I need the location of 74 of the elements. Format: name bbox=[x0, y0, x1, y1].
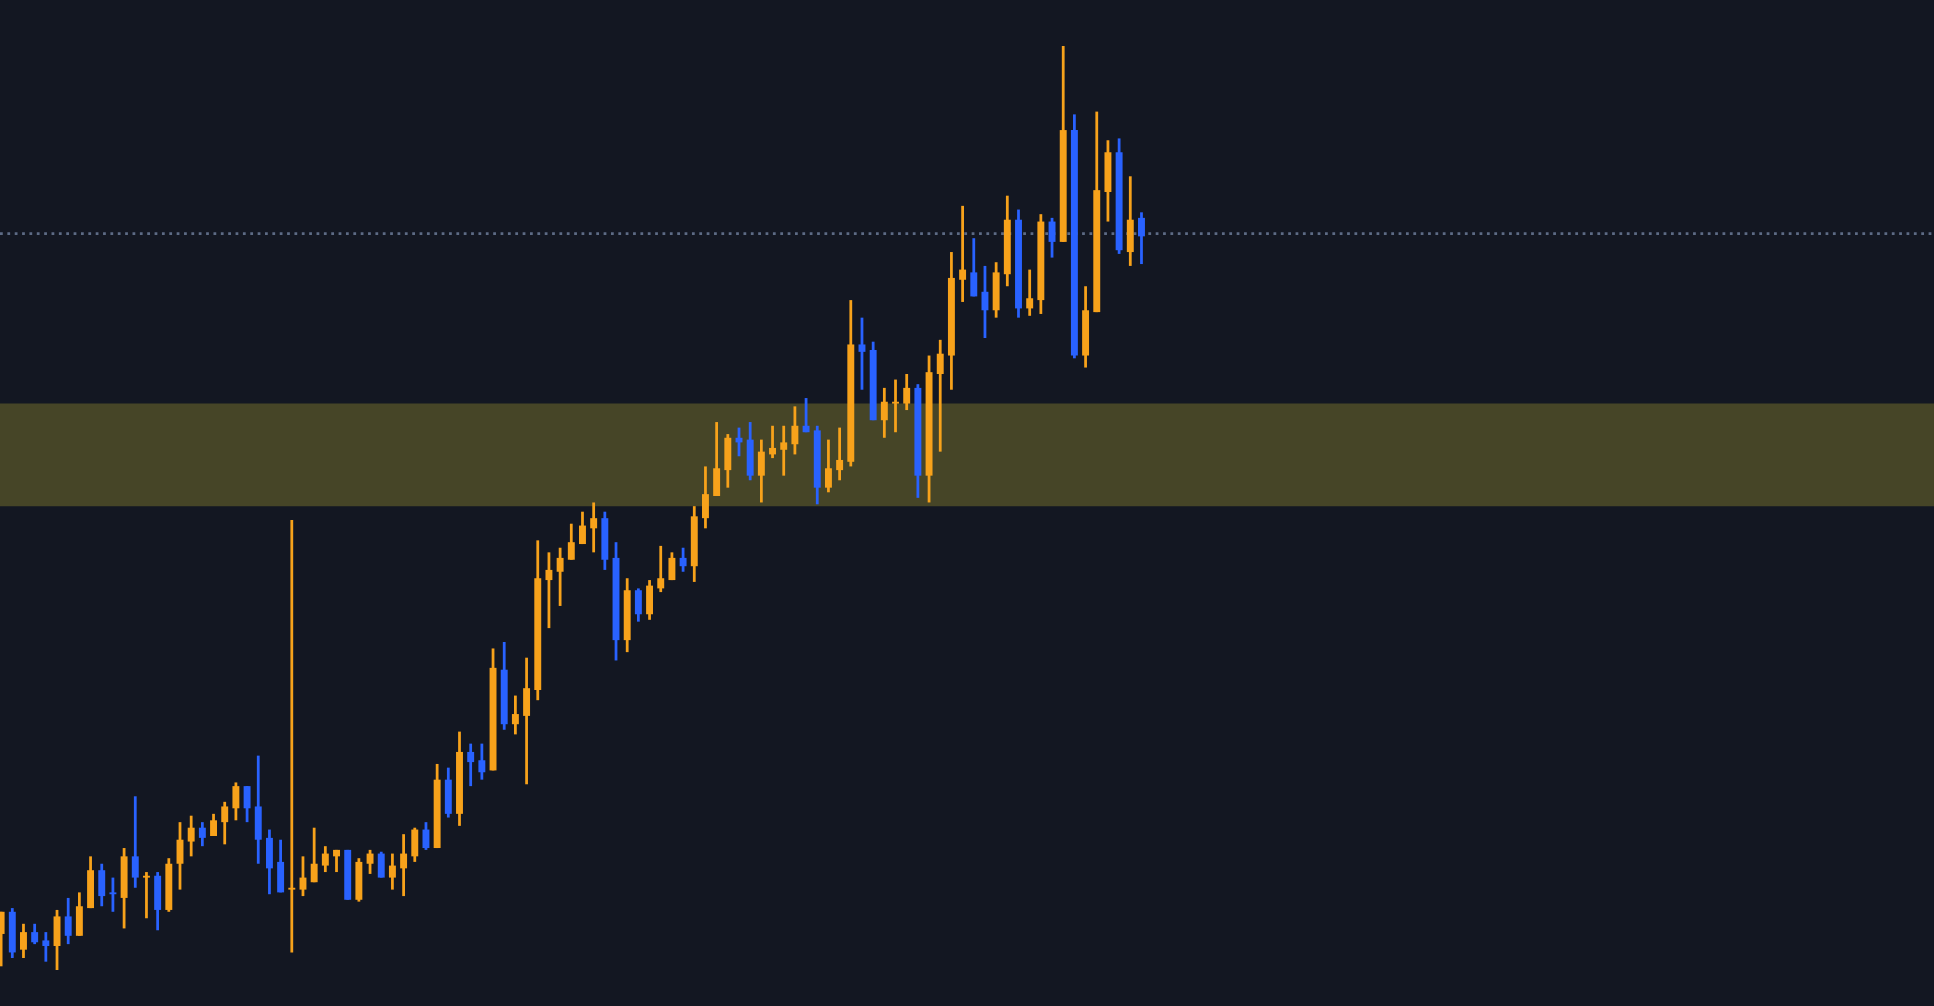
candlestick bbox=[836, 426, 844, 482]
candlestick bbox=[288, 518, 296, 954]
candlestick bbox=[377, 850, 385, 879]
candlestick bbox=[98, 862, 106, 908]
candlestick bbox=[590, 501, 598, 554]
candlestick bbox=[444, 766, 452, 819]
candlestick bbox=[411, 826, 419, 864]
candlestick bbox=[858, 316, 866, 392]
candlestick bbox=[75, 890, 83, 938]
candlestick bbox=[198, 820, 206, 848]
candlestick bbox=[769, 424, 776, 460]
candlestick bbox=[1138, 210, 1145, 266]
candlestick bbox=[254, 754, 262, 866]
candlestick bbox=[668, 550, 676, 582]
candlestick bbox=[657, 544, 665, 594]
candlestick bbox=[791, 404, 799, 456]
candlestick bbox=[154, 870, 162, 932]
candlestick bbox=[579, 510, 586, 546]
candlestick bbox=[970, 236, 978, 298]
candlestick bbox=[31, 922, 39, 946]
candlestick bbox=[646, 578, 654, 622]
candlestick bbox=[981, 264, 989, 340]
candlestick bbox=[355, 856, 363, 904]
candlestick bbox=[120, 846, 128, 930]
candlestick bbox=[422, 820, 430, 852]
candlestick bbox=[321, 844, 329, 874]
candlestick bbox=[400, 832, 408, 898]
candlestick bbox=[265, 828, 273, 896]
candlestick bbox=[221, 800, 229, 846]
candlestick bbox=[87, 854, 95, 910]
candlestick bbox=[1104, 138, 1112, 223]
candlestick bbox=[757, 438, 765, 504]
candlestick bbox=[1082, 284, 1090, 369]
candlestick bbox=[802, 396, 810, 434]
candlestick bbox=[701, 465, 709, 530]
candlestick bbox=[903, 372, 911, 412]
candlestick bbox=[892, 378, 899, 434]
candlestick bbox=[20, 922, 27, 960]
candlestick bbox=[724, 432, 732, 490]
candlestick bbox=[567, 522, 575, 562]
candlestick bbox=[634, 587, 642, 624]
candlestick bbox=[523, 656, 531, 786]
candlestick bbox=[992, 260, 1000, 320]
candlestick bbox=[511, 694, 519, 736]
candlestick bbox=[142, 870, 150, 920]
candlestick bbox=[1026, 268, 1034, 318]
candlestick bbox=[42, 930, 50, 964]
candlestick bbox=[936, 338, 944, 454]
candlestick bbox=[109, 876, 117, 914]
candlestick bbox=[64, 896, 72, 946]
candlestick bbox=[388, 852, 396, 891]
candlestick bbox=[478, 742, 486, 782]
candlestick bbox=[880, 386, 888, 440]
candlestick bbox=[1048, 216, 1056, 259]
candlestick bbox=[165, 856, 173, 914]
candlestick bbox=[232, 781, 240, 822]
candlestick bbox=[545, 550, 553, 630]
candlestick bbox=[959, 204, 967, 304]
candlestick bbox=[243, 784, 251, 824]
candlestick bbox=[310, 826, 318, 884]
candlestick bbox=[467, 742, 475, 788]
candlestick bbox=[824, 438, 832, 494]
candlestick bbox=[746, 420, 754, 482]
candlestick bbox=[8, 906, 16, 960]
candlestick bbox=[187, 814, 195, 858]
candlestick bbox=[1126, 174, 1134, 268]
candlestick bbox=[366, 848, 374, 876]
candlestick bbox=[131, 794, 139, 890]
candlestick bbox=[556, 546, 564, 608]
candlestick bbox=[780, 424, 788, 478]
candlestick bbox=[713, 420, 721, 498]
candlestick bbox=[277, 838, 285, 894]
candlestick bbox=[601, 510, 609, 572]
candlestick bbox=[679, 546, 687, 574]
